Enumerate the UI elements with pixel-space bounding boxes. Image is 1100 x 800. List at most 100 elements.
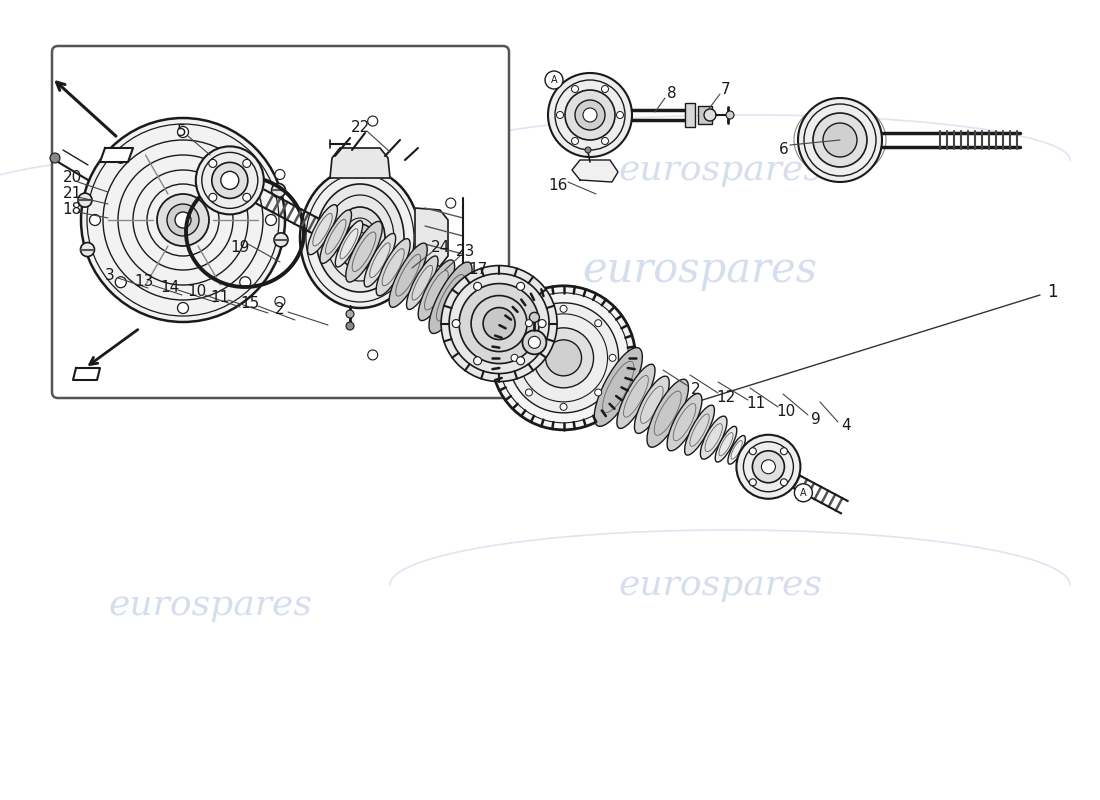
Circle shape [196,146,264,214]
Text: A: A [551,75,558,85]
Text: eurospares: eurospares [108,588,312,622]
Circle shape [517,282,525,290]
Ellipse shape [316,184,404,292]
Ellipse shape [617,364,654,429]
Circle shape [572,138,579,145]
Ellipse shape [701,416,727,459]
Text: 8: 8 [668,86,676,102]
Text: 24: 24 [430,241,450,255]
Circle shape [272,183,286,198]
Circle shape [177,302,188,314]
Text: 16: 16 [548,178,568,194]
Text: 22: 22 [351,121,370,135]
Circle shape [243,159,251,167]
Circle shape [221,171,239,190]
Circle shape [548,73,632,157]
Text: 15: 15 [241,295,260,310]
Text: 10: 10 [777,403,795,418]
Circle shape [526,320,532,326]
Ellipse shape [418,260,454,321]
Circle shape [157,194,209,246]
Ellipse shape [465,287,497,341]
Circle shape [209,159,217,167]
Circle shape [781,479,788,486]
Circle shape [544,71,563,89]
Text: 13: 13 [134,274,154,290]
FancyBboxPatch shape [52,46,509,398]
Ellipse shape [336,221,363,267]
Circle shape [243,194,251,202]
Text: 5: 5 [177,125,187,139]
Text: 2: 2 [691,382,701,398]
Polygon shape [572,160,618,182]
Ellipse shape [429,262,472,334]
Circle shape [538,319,546,327]
Circle shape [736,434,801,498]
Circle shape [212,162,248,198]
Text: 17: 17 [469,262,487,278]
Circle shape [354,232,366,244]
Circle shape [50,153,60,163]
Ellipse shape [647,379,689,447]
Circle shape [565,90,615,140]
Ellipse shape [667,394,702,450]
Ellipse shape [364,234,396,287]
Circle shape [517,357,525,365]
Circle shape [81,118,285,322]
Circle shape [726,111,734,119]
Text: 2: 2 [275,302,285,317]
Ellipse shape [441,266,557,382]
Text: 20: 20 [63,170,81,186]
Circle shape [572,86,579,93]
Circle shape [602,138,608,145]
Polygon shape [330,148,390,178]
Ellipse shape [345,222,382,282]
Circle shape [575,100,605,130]
Ellipse shape [459,283,539,363]
Ellipse shape [448,274,485,338]
Circle shape [602,86,608,93]
Circle shape [560,306,568,312]
Ellipse shape [300,168,420,308]
Text: 23: 23 [456,245,475,259]
Circle shape [752,450,784,482]
Text: 18: 18 [63,202,81,217]
Circle shape [583,108,597,122]
Circle shape [265,214,276,226]
Bar [698,106,712,124]
Bar [685,103,695,127]
Ellipse shape [376,238,410,296]
Circle shape [452,319,460,327]
Circle shape [367,116,377,126]
Text: 3: 3 [106,267,114,282]
Text: 7: 7 [722,82,730,98]
Circle shape [749,448,757,454]
Circle shape [367,350,377,360]
Text: eurospares: eurospares [618,153,822,187]
Ellipse shape [684,405,714,455]
Circle shape [346,310,354,318]
Ellipse shape [336,207,385,269]
Circle shape [522,330,547,354]
Text: eurospares: eurospares [583,249,817,291]
Ellipse shape [407,256,438,310]
Circle shape [346,224,374,252]
Circle shape [595,320,602,326]
Circle shape [585,147,591,153]
Text: A: A [800,488,806,498]
Circle shape [560,403,568,410]
Circle shape [761,460,776,474]
Circle shape [704,109,716,121]
Circle shape [508,303,618,413]
Circle shape [167,204,199,236]
Polygon shape [73,368,100,380]
Text: 19: 19 [230,239,250,254]
Circle shape [446,268,455,278]
Ellipse shape [483,307,515,339]
Text: 12: 12 [716,390,736,405]
Circle shape [474,282,482,290]
Circle shape [275,170,285,179]
Circle shape [116,152,127,163]
Text: eurospares: eurospares [92,249,328,291]
Polygon shape [415,208,448,268]
